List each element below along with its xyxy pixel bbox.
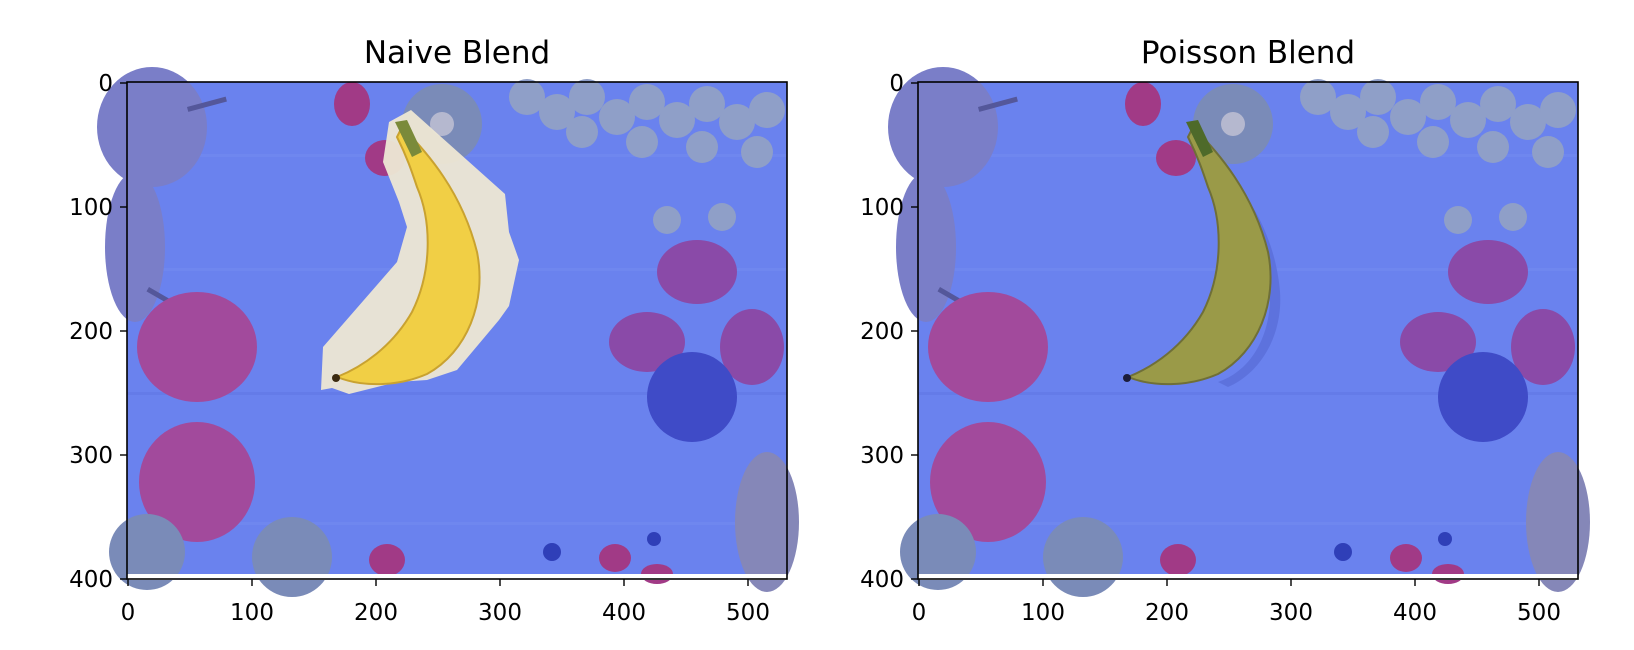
x-tick-label: 500 <box>726 600 770 626</box>
y-tick-label: 100 <box>69 195 113 221</box>
x-tick-label: 300 <box>1269 600 1313 626</box>
x-tick-label: 0 <box>912 600 927 626</box>
x-tick-label: 200 <box>354 600 398 626</box>
y-tick-label: 0 <box>98 71 113 97</box>
y-tick-label: 400 <box>860 567 904 593</box>
x-axis: 0 100 200 300 400 500 <box>912 579 1561 626</box>
image-poisson <box>888 67 1590 597</box>
image-naive <box>97 67 799 597</box>
y-tick-label: 300 <box>69 443 113 469</box>
banana <box>1125 125 1272 386</box>
x-tick-label: 100 <box>1021 600 1065 626</box>
x-tick-label: 400 <box>602 600 646 626</box>
y-tick-label: 400 <box>69 567 113 593</box>
y-axis: 0 100 200 300 400 <box>69 71 127 593</box>
y-tick-label: 0 <box>889 71 904 97</box>
x-axis: 0 100 200 300 400 500 <box>121 579 770 626</box>
y-tick-label: 200 <box>860 319 904 345</box>
panel-poisson: Poisson Blend 0 100 200 300 400 500 <box>860 35 1590 626</box>
x-tick-label: 500 <box>1517 600 1561 626</box>
y-axis: 0 100 200 300 400 <box>860 71 918 593</box>
y-tick-label: 200 <box>69 319 113 345</box>
y-tick-label: 300 <box>860 443 904 469</box>
y-tick-label: 100 <box>860 195 904 221</box>
panel-naive: Naive Blend 0 100 200 300 400 500 <box>69 35 799 626</box>
panel-title: Naive Blend <box>364 35 550 71</box>
panel-title: Poisson Blend <box>1141 35 1355 71</box>
x-tick-label: 300 <box>478 600 522 626</box>
x-tick-label: 0 <box>121 600 136 626</box>
x-tick-label: 100 <box>230 600 274 626</box>
x-tick-label: 200 <box>1145 600 1189 626</box>
x-tick-label: 400 <box>1393 600 1437 626</box>
banana <box>334 125 481 386</box>
